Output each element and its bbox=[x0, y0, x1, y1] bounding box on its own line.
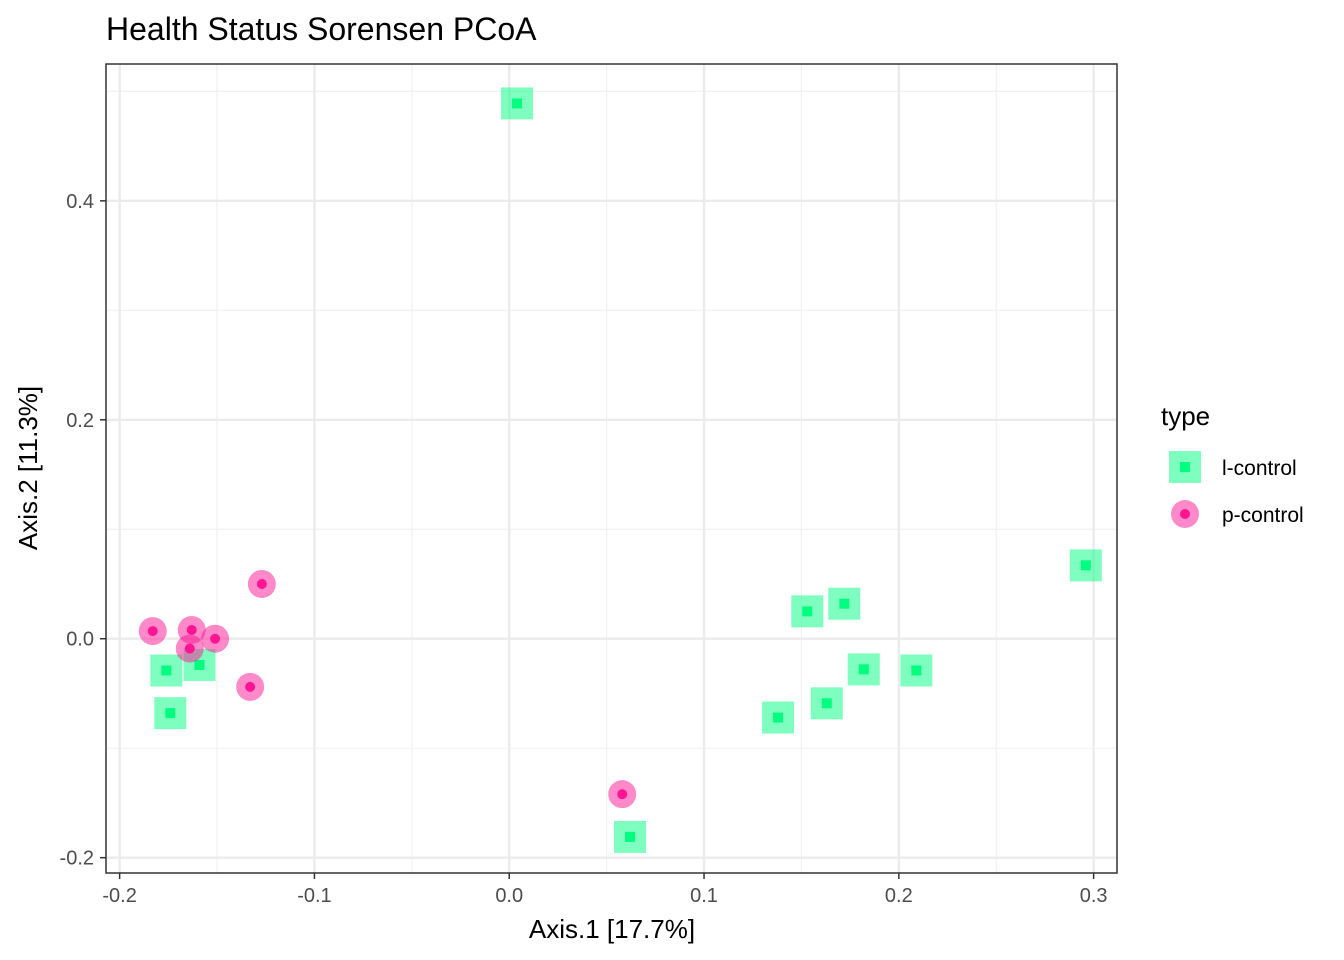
x-tick-label: 0.3 bbox=[1080, 885, 1108, 907]
l-control-point bbox=[791, 595, 824, 628]
points-layer bbox=[138, 87, 1102, 853]
y-tick-label: 0.2 bbox=[66, 410, 94, 432]
x-tick-label: -0.1 bbox=[297, 885, 331, 907]
l-control-point bbox=[762, 701, 795, 734]
y-tick-label: 0.0 bbox=[66, 629, 94, 651]
x-tick-label: 0.1 bbox=[690, 885, 718, 907]
x-tick-label: 0.0 bbox=[495, 885, 523, 907]
legend-key-l-control bbox=[1169, 451, 1201, 483]
l-control-point bbox=[847, 653, 880, 686]
x-tick-label: 0.2 bbox=[885, 885, 913, 907]
l-control-point bbox=[1069, 549, 1102, 582]
l-control-point bbox=[501, 87, 534, 120]
legend-key-p-control bbox=[1171, 500, 1199, 528]
chart-title: Health Status Sorensen PCoA bbox=[106, 11, 537, 47]
l-control-point bbox=[810, 687, 843, 720]
l-control-point bbox=[154, 697, 187, 730]
p-control-point bbox=[247, 569, 276, 598]
l-control-point bbox=[828, 587, 861, 620]
l-control-point bbox=[900, 654, 933, 687]
x-tick-label: -0.2 bbox=[102, 885, 136, 907]
legend-label: p-control bbox=[1222, 504, 1304, 527]
p-control-point bbox=[201, 624, 230, 653]
p-control-point bbox=[175, 634, 204, 663]
l-control-point bbox=[150, 654, 183, 687]
plot-panel-border bbox=[105, 63, 1118, 874]
legend: type l-control p-control bbox=[1161, 401, 1304, 528]
y-axis-title: Axis.2 [11.3%] bbox=[13, 386, 43, 550]
x-axis-ticks: -0.2 -0.1 0.0 0.1 0.2 0.3 bbox=[102, 873, 1108, 907]
y-tick-label: 0.4 bbox=[66, 191, 94, 213]
plot-background bbox=[106, 64, 1117, 873]
grid-minor bbox=[106, 64, 1117, 873]
legend-entries: l-control p-control bbox=[1169, 451, 1304, 528]
x-axis-title: Axis.1 [17.7%] bbox=[529, 914, 695, 944]
grid-major bbox=[106, 64, 1117, 873]
p-control-point bbox=[138, 617, 167, 646]
l-control-point bbox=[614, 820, 647, 853]
legend-label: l-control bbox=[1222, 457, 1297, 480]
p-control-point bbox=[236, 672, 265, 701]
legend-title: type bbox=[1161, 401, 1210, 431]
y-tick-label: -0.2 bbox=[60, 848, 94, 870]
y-axis-ticks: -0.2 0.0 0.2 0.4 bbox=[60, 191, 106, 870]
p-control-point bbox=[608, 780, 637, 809]
